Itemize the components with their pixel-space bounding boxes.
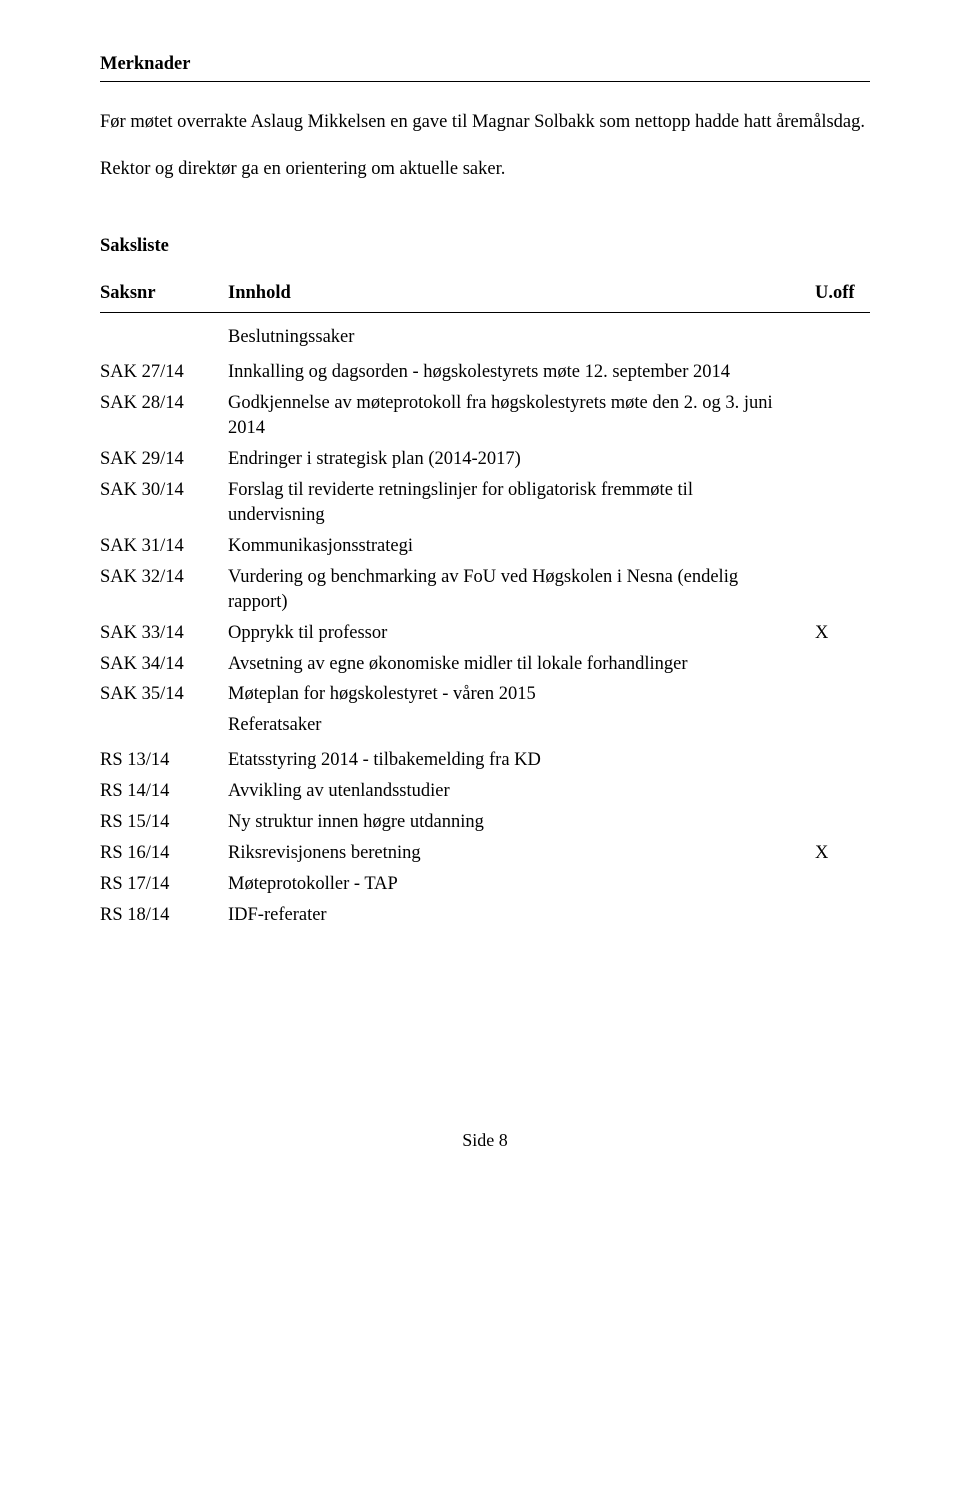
cell-innhold: Riksrevisjonens beretning [228, 841, 815, 866]
cell-innhold: Kommunikasjonsstrategi [228, 534, 815, 559]
saksliste-title: Saksliste [100, 234, 870, 259]
table-row: RS 17/14 Møteprotokoller - TAP [100, 872, 870, 897]
cell-uoff: X [815, 841, 870, 866]
cell-saksnr: RS 18/14 [100, 903, 228, 928]
cell-saksnr: SAK 27/14 [100, 360, 228, 385]
cell-saksnr: RS 16/14 [100, 841, 228, 866]
cell-innhold: Ny struktur innen høgre utdanning [228, 810, 815, 835]
cell-saksnr: SAK 34/14 [100, 652, 228, 677]
page-number: Side 8 [100, 1128, 870, 1152]
cell-innhold: Godkjennelse av møteprotokoll fra høgsko… [228, 391, 815, 441]
cell-innhold: Forslag til reviderte retningslinjer for… [228, 478, 815, 528]
table-row: RS 13/14 Etatsstyring 2014 - tilbakemeld… [100, 748, 870, 773]
cell-saksnr: RS 15/14 [100, 810, 228, 835]
cell-saksnr: SAK 28/14 [100, 391, 228, 416]
table-row: SAK 34/14 Avsetning av egne økonomiske m… [100, 652, 870, 677]
table-row: SAK 27/14 Innkalling og dagsorden - høgs… [100, 360, 870, 385]
table-row: SAK 31/14 Kommunikasjonsstrategi [100, 534, 870, 559]
merknader-p2: Rektor og direktør ga en orientering om … [100, 157, 870, 182]
cell-innhold: Møteprotokoller - TAP [228, 872, 815, 897]
table-row: SAK 35/14 Møteplan for høgskolestyret - … [100, 682, 870, 707]
table-row: SAK 30/14 Forslag til reviderte retnings… [100, 478, 870, 528]
cell-innhold: Avsetning av egne økonomiske midler til … [228, 652, 815, 677]
cell-saksnr: SAK 29/14 [100, 447, 228, 472]
header-uoff: U.off [815, 281, 870, 306]
merknader-body: Før møtet overrakte Aslaug Mikkelsen en … [100, 110, 870, 182]
cell-saksnr: SAK 31/14 [100, 534, 228, 559]
cell-innhold: Avvikling av utenlandsstudier [228, 779, 815, 804]
merknader-divider [100, 81, 870, 82]
table-row: SAK 32/14 Vurdering og benchmarking av F… [100, 565, 870, 615]
cell-saksnr: RS 13/14 [100, 748, 228, 773]
cell-saksnr: SAK 30/14 [100, 478, 228, 503]
table-row: RS 16/14 Riksrevisjonens beretning X [100, 841, 870, 866]
cell-innhold: Innkalling og dagsorden - høgskolestyret… [228, 360, 815, 385]
cell-saksnr: RS 14/14 [100, 779, 228, 804]
table-header-row: Saksnr Innhold U.off [100, 281, 870, 306]
cell-innhold: Endringer i strategisk plan (2014-2017) [228, 447, 815, 472]
table-row: SAK 28/14 Godkjennelse av møteprotokoll … [100, 391, 870, 441]
saksliste-table: Saksnr Innhold U.off Beslutningssaker SA… [100, 281, 870, 928]
header-saksnr: Saksnr [100, 281, 228, 306]
cell-innhold: Vurdering og benchmarking av FoU ved Høg… [228, 565, 815, 615]
merknader-title: Merknader [100, 52, 870, 77]
header-innhold: Innhold [228, 281, 815, 306]
cell-saksnr: RS 17/14 [100, 872, 228, 897]
table-row: SAK 33/14 Opprykk til professor X [100, 621, 870, 646]
cell-innhold: Etatsstyring 2014 - tilbakemelding fra K… [228, 748, 815, 773]
cell-innhold: IDF-referater [228, 903, 815, 928]
subheader-label: Referatsaker [228, 713, 815, 738]
table-row: RS 14/14 Avvikling av utenlandsstudier [100, 779, 870, 804]
table-row: RS 18/14 IDF-referater [100, 903, 870, 928]
cell-saksnr: SAK 32/14 [100, 565, 228, 590]
subheader-label: Beslutningssaker [228, 325, 815, 350]
header-underline [100, 312, 870, 313]
cell-saksnr: SAK 35/14 [100, 682, 228, 707]
subheader-referatsaker: Referatsaker [100, 713, 870, 738]
merknader-p1: Før møtet overrakte Aslaug Mikkelsen en … [100, 110, 870, 135]
cell-innhold: Møteplan for høgskolestyret - våren 2015 [228, 682, 815, 707]
cell-uoff: X [815, 621, 870, 646]
cell-innhold: Opprykk til professor [228, 621, 815, 646]
table-row: SAK 29/14 Endringer i strategisk plan (2… [100, 447, 870, 472]
table-row: RS 15/14 Ny struktur innen høgre utdanni… [100, 810, 870, 835]
cell-saksnr: SAK 33/14 [100, 621, 228, 646]
subheader-beslutningssaker: Beslutningssaker [100, 325, 870, 350]
